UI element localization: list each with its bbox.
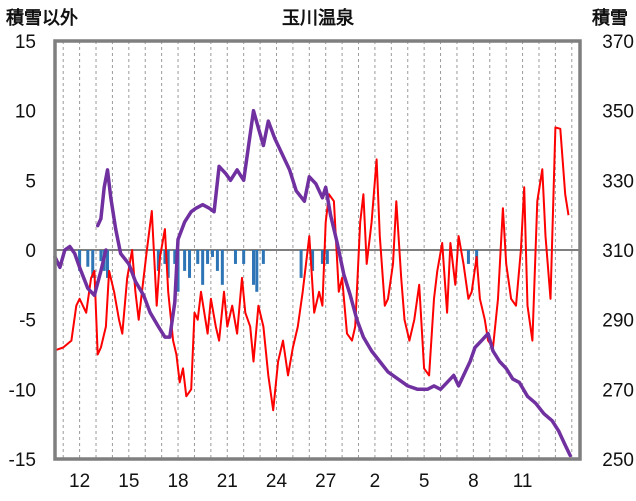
grid-lines [55, 41, 580, 459]
precip-bar [311, 250, 315, 271]
left-tick-label: -15 [9, 450, 36, 471]
x-tick-label: 11 [513, 471, 533, 492]
precip-bar [215, 250, 219, 271]
plot-frame [53, 39, 582, 461]
chart-title: 玉川温泉 [282, 7, 355, 28]
left-tick-label: 10 [15, 102, 36, 123]
left-axis-ticks: -15 -10 -5 0 5 10 15 [9, 32, 36, 471]
left-tick-label: 15 [15, 32, 36, 53]
precip-bar [299, 250, 303, 278]
right-tick-label: 350 [602, 102, 634, 123]
precip-bar [233, 250, 237, 264]
data-lines [53, 108, 572, 458]
precip-bar [201, 250, 205, 285]
right-tick-label: 290 [602, 311, 634, 332]
x-tick-label: 8 [468, 471, 479, 492]
left-tick-label: 5 [25, 171, 36, 192]
x-tick-label: 15 [118, 471, 139, 492]
right-tick-label: 370 [602, 32, 634, 53]
precip-bar [211, 250, 214, 257]
x-tick-label: 21 [217, 471, 238, 492]
snow-depth-line [53, 244, 108, 298]
precip-bar [196, 250, 200, 264]
precip-bar [78, 250, 82, 271]
snow-depth-line [95, 108, 572, 458]
precip-bar [206, 250, 210, 264]
precip-bar [163, 250, 167, 264]
precip-bar [86, 250, 90, 267]
right-axis-label: 積雪 [591, 7, 628, 28]
precip-bar [106, 250, 109, 278]
precip-bar [166, 250, 170, 278]
precip-bar [99, 250, 103, 262]
x-axis-ticks: 12 15 18 21 24 27 2 5 8 11 [69, 471, 532, 492]
precip-bar [320, 250, 324, 264]
right-tick-label: 250 [602, 450, 634, 471]
precip-bar [188, 250, 192, 278]
x-tick-label: 18 [167, 471, 188, 492]
x-tick-label: 24 [266, 471, 288, 492]
left-axis-label: 積雪以外 [5, 7, 78, 28]
precip-bar [325, 250, 329, 264]
right-tick-label: 330 [602, 171, 634, 192]
precip-bar [91, 250, 95, 278]
precip-bar [156, 250, 160, 271]
precip-bar [220, 250, 224, 285]
precip-bar [255, 250, 259, 292]
temperature-line [54, 126, 570, 412]
right-tick-label: 310 [602, 241, 634, 262]
left-tick-label: 0 [25, 241, 36, 262]
x-tick-label: 12 [69, 471, 90, 492]
left-tick-label: -5 [19, 311, 36, 332]
precip-bar [466, 250, 470, 264]
precip-bar [173, 250, 177, 264]
right-axis-ticks: 250 270 290 310 330 350 370 [602, 32, 634, 471]
precip-bar [252, 250, 256, 285]
left-tick-label: -10 [9, 380, 36, 401]
x-tick-label: 5 [419, 471, 430, 492]
right-tick-label: 270 [602, 380, 634, 401]
precip-bar [261, 250, 265, 264]
precip-bar [183, 250, 187, 271]
x-tick-label: 2 [370, 471, 381, 492]
precip-bar [242, 250, 246, 264]
x-tick-label: 27 [315, 471, 336, 492]
